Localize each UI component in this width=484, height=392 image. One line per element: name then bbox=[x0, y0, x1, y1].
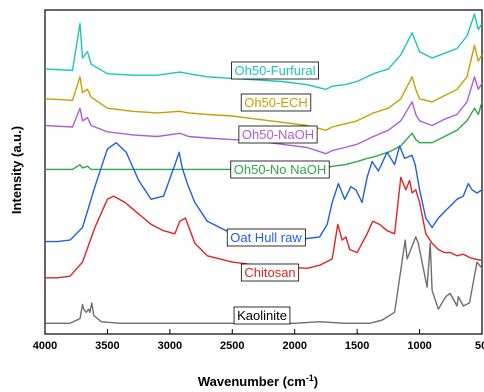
series-label-oh50-furfural: Oh50-Furfural bbox=[231, 61, 319, 80]
series-label-box bbox=[238, 125, 318, 144]
x-tick-label: 4000 bbox=[33, 340, 57, 352]
x-tick-label: 2000 bbox=[282, 340, 306, 352]
series-label-box bbox=[230, 160, 330, 179]
x-axis-title: Wavenumber (cm-1) bbox=[198, 373, 318, 389]
series-line-oh50-naoh bbox=[45, 76, 482, 155]
x-axis-title-suffix: ) bbox=[314, 374, 318, 389]
series-label-text: Chitosan bbox=[244, 265, 295, 280]
series-line-oat-hull-raw bbox=[45, 141, 482, 243]
y-axis-title: Intensity (a.u.) bbox=[9, 126, 24, 214]
x-tick-label: 3500 bbox=[95, 340, 119, 352]
x-tick-label: 1000 bbox=[407, 340, 431, 352]
series-label-text: Kaolinite bbox=[237, 308, 287, 323]
x-tick-label: 1500 bbox=[345, 340, 369, 352]
x-tick-label: 500 bbox=[475, 340, 484, 352]
series-label-text: Oh50-No NaOH bbox=[234, 162, 326, 177]
series-label-box bbox=[226, 228, 306, 247]
series-label-oh50-no-naoh: Oh50-No NaOH bbox=[230, 160, 330, 179]
series-labels: Oh50-Furfural Oh50-ECH Oh50-NaOH Oh50-No Na… bbox=[226, 61, 330, 325]
x-tick-label: 3000 bbox=[158, 340, 182, 352]
series-label-text: Oh50-ECH bbox=[244, 95, 308, 110]
series-line-kaolinite bbox=[45, 236, 482, 324]
series-label-box bbox=[240, 263, 300, 282]
plot-frame bbox=[44, 9, 483, 335]
series-label-box bbox=[240, 93, 312, 112]
series-label-chitosan: Chitosan bbox=[240, 263, 300, 282]
x-axis-title-superscript: -1 bbox=[306, 373, 314, 383]
series-label-text: Oh50-NaOH bbox=[242, 127, 314, 142]
series-label-text: Oat Hull raw bbox=[230, 230, 302, 245]
series-label-oh50-ech: Oh50-ECH bbox=[240, 93, 312, 112]
series-line-chitosan bbox=[45, 176, 482, 279]
series-label-kaolinite: Kaolinite bbox=[233, 306, 291, 325]
series-label-box bbox=[233, 306, 291, 325]
series-line-oh50-furfural bbox=[45, 13, 482, 91]
series-label-oh50-naoh: Oh50-NaOH bbox=[238, 125, 318, 144]
series-label-text: Oh50-Furfural bbox=[235, 63, 316, 78]
series-line-oh50-ech bbox=[45, 44, 482, 131]
series-layer bbox=[45, 13, 482, 324]
x-tick-label: 2500 bbox=[220, 340, 244, 352]
series-label-oat-hull-raw: Oat Hull raw bbox=[226, 228, 306, 247]
x-axis-ticks: 4000 3500 3000 2500 2000 1500 1000 500 bbox=[33, 329, 484, 352]
series-label-box bbox=[231, 61, 319, 80]
